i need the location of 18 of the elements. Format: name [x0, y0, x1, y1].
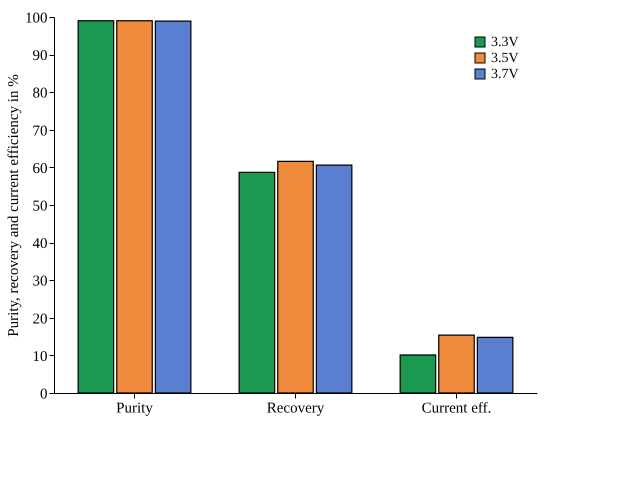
- y-tick-label: 80: [32, 86, 48, 102]
- y-tick-label: 90: [32, 48, 48, 64]
- y-tick-label: 60: [32, 160, 48, 177]
- x-tick-label: Recovery: [266, 400, 325, 416]
- y-tick-label: 30: [32, 274, 48, 290]
- y-tick-label: 50: [32, 198, 48, 214]
- y-tick-label: 10: [32, 348, 48, 365]
- y-tick-label: 20: [32, 311, 48, 328]
- x-tick-label: Purity: [116, 400, 154, 416]
- legend-label: 3.5V: [491, 51, 519, 66]
- y-tick-label: 40: [32, 236, 48, 252]
- y-tick-label: 100: [25, 10, 48, 26]
- y-axis-title: Purity, recovery and current efficiency in %: [6, 74, 22, 337]
- legend-label: 3.7V: [491, 67, 519, 82]
- y-tick-label: 70: [32, 123, 48, 140]
- y-tick-label: 0: [40, 386, 48, 402]
- legend-label: 3.3V: [491, 35, 519, 50]
- x-tick-label: Current eff.: [422, 400, 492, 416]
